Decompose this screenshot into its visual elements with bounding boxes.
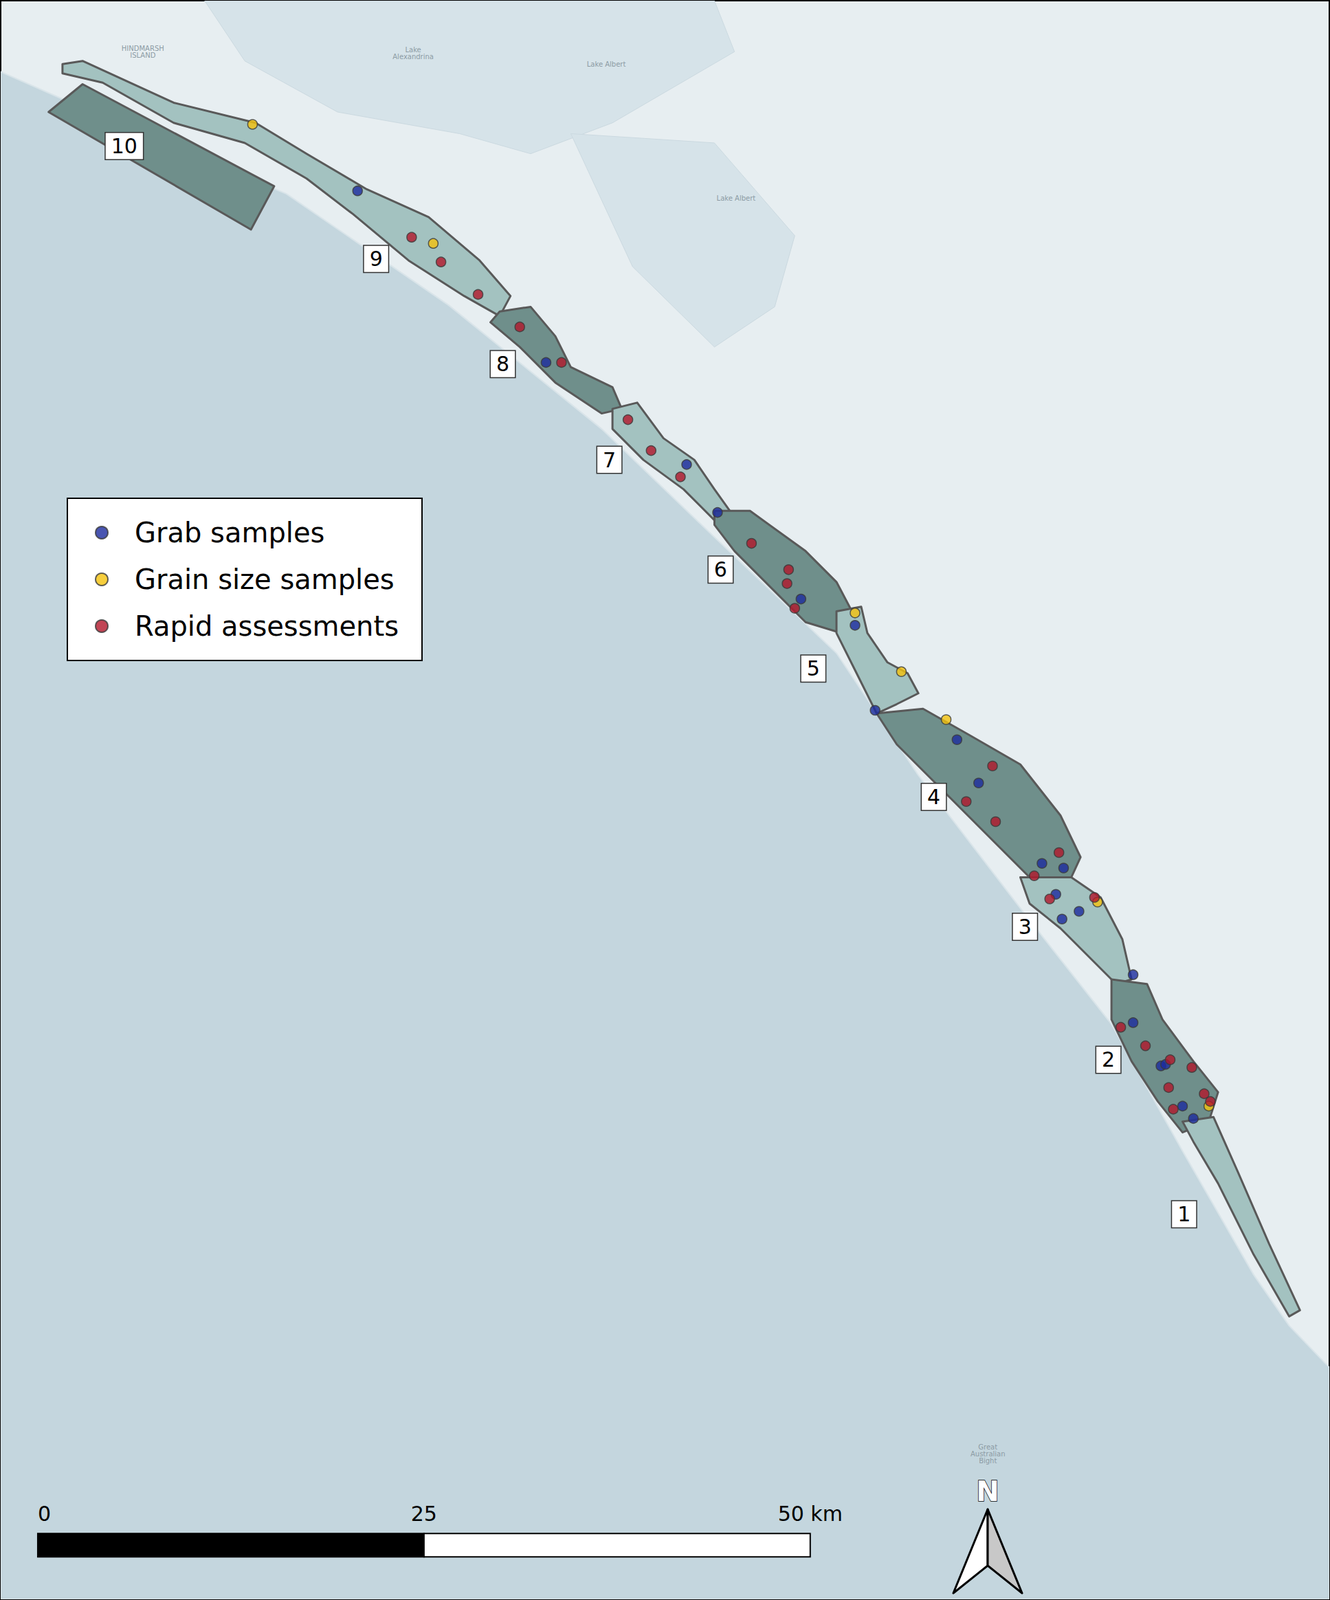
svg-text:Lake: Lake [405, 46, 422, 54]
svg-text:9: 9 [369, 246, 383, 271]
svg-text:ISLAND: ISLAND [129, 51, 156, 60]
svg-text:Australian: Australian [970, 1450, 1006, 1458]
svg-text:Rapid assessments: Rapid assessments [134, 610, 399, 642]
svg-text:N: N [976, 1475, 999, 1508]
svg-text:8: 8 [496, 351, 510, 376]
svg-text:Grain size samples: Grain size samples [134, 563, 395, 596]
svg-text:Lake Albert: Lake Albert [586, 60, 627, 69]
svg-text:4: 4 [927, 784, 941, 809]
svg-text:25: 25 [411, 1501, 438, 1526]
svg-text:Bight: Bight [978, 1457, 997, 1465]
svg-text:Grab samples: Grab samples [134, 516, 325, 549]
svg-text:Great: Great [978, 1443, 998, 1451]
svg-text:10: 10 [111, 134, 138, 159]
svg-text:Lake Albert: Lake Albert [716, 194, 757, 203]
svg-text:HINDMARSH: HINDMARSH [121, 44, 165, 53]
svg-text:0: 0 [37, 1501, 51, 1526]
svg-text:50 km: 50 km [778, 1501, 843, 1526]
svg-text:6: 6 [714, 557, 728, 582]
svg-text:Alexandrina: Alexandrina [392, 52, 434, 61]
svg-text:3: 3 [1018, 914, 1032, 939]
svg-text:2: 2 [1101, 1047, 1115, 1072]
svg-text:7: 7 [602, 448, 616, 473]
svg-text:1: 1 [1177, 1202, 1191, 1227]
svg-text:5: 5 [806, 656, 820, 681]
